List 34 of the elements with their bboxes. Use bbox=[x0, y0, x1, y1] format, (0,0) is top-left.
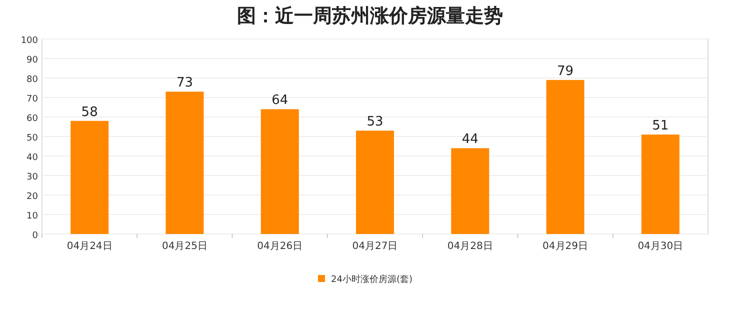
y-tick-label: 50 bbox=[26, 134, 38, 144]
y-tick-label: 40 bbox=[26, 153, 38, 163]
bar bbox=[166, 92, 204, 234]
data-label: 53 bbox=[366, 114, 384, 130]
legend-label: 24小时涨价房源(套) bbox=[331, 274, 412, 285]
chart-title: 图：近一周苏州涨价房源量走势 bbox=[237, 5, 503, 27]
y-tick-label: 80 bbox=[26, 75, 38, 85]
data-label: 51 bbox=[652, 118, 669, 134]
y-tick-label: 100 bbox=[20, 36, 38, 46]
bar bbox=[260, 109, 299, 234]
data-label: 64 bbox=[272, 93, 288, 108]
x-tick-label: 04月27日 bbox=[352, 241, 398, 252]
x-tick-label: 04月28日 bbox=[447, 241, 493, 252]
y-tick-label: 90 bbox=[26, 56, 38, 66]
y-tick-label: 20 bbox=[26, 192, 38, 202]
bar bbox=[451, 148, 490, 234]
y-tick-label: 70 bbox=[26, 94, 38, 104]
data-label: 79 bbox=[557, 64, 574, 79]
y-tick-label: 10 bbox=[26, 212, 38, 222]
y-tick-label: 30 bbox=[26, 172, 38, 182]
x-tick-label: 04月30日 bbox=[638, 241, 684, 252]
x-tick-label: 04月24日 bbox=[66, 241, 112, 252]
bar bbox=[70, 120, 109, 234]
x-tick-label: 04月26日 bbox=[257, 241, 303, 252]
data-label: 44 bbox=[462, 132, 478, 148]
bar bbox=[641, 134, 680, 234]
bar bbox=[356, 130, 394, 234]
bar bbox=[546, 80, 584, 234]
x-tick-label: 04月29日 bbox=[542, 241, 588, 252]
data-label: 73 bbox=[176, 76, 193, 91]
x-tick-label: 04月25日 bbox=[162, 241, 208, 252]
y-tick-label: 0 bbox=[32, 231, 38, 241]
data-label: 58 bbox=[81, 104, 98, 120]
y-tick-label: 60 bbox=[26, 114, 38, 124]
